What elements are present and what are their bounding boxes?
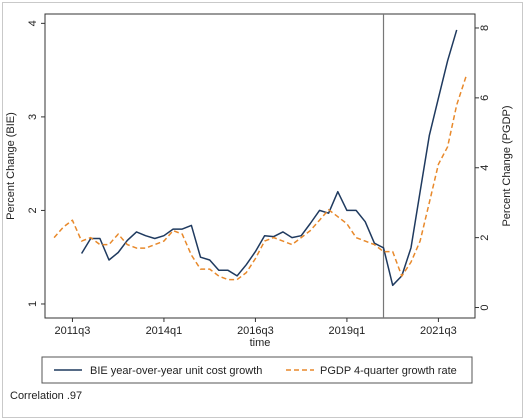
y-left-tick-label: 2 [27,207,39,213]
x-axis-label: time [250,337,271,349]
y-axis-label-left: Percent Change (BIE) [5,112,17,220]
y-right-tick-label: 6 [479,95,491,101]
y-left-tick-label: 3 [27,114,39,120]
series-line-pgdp [53,76,467,281]
legend-box [41,356,473,384]
y-axis-label-right: Percent Change (PGDP) [501,105,513,226]
series-line-bie [80,29,458,287]
y-left-tick-label: 1 [27,301,39,307]
x-tick-label: 2014q1 [146,325,183,337]
y-left-tick-label: 4 [27,20,39,26]
x-tick-label: 2019q1 [329,325,366,337]
x-tick-label: 2021q3 [420,325,457,337]
series-layer [53,29,467,287]
x-tick-label: 2011q3 [55,325,91,337]
legend-label-pgdp: PGDP 4-quarter growth rate [320,365,457,377]
plot-border [44,13,476,319]
x-tick-label: 2016q3 [237,325,274,337]
axes-layer: 1 2 3 4 0 2 4 6 8 2011q3 2014q1 2016q3 2019q1 2021q3 [27,13,491,337]
y-right-tick-label: 4 [479,165,491,171]
legend-label-bie: BIE year-over-year unit cost growth [90,365,262,377]
correlation-note: Correlation .97 [10,390,82,402]
y-right-tick-label: 8 [479,25,491,31]
y-right-tick-label: 0 [479,304,491,310]
y-right-tick-label: 2 [479,235,491,241]
